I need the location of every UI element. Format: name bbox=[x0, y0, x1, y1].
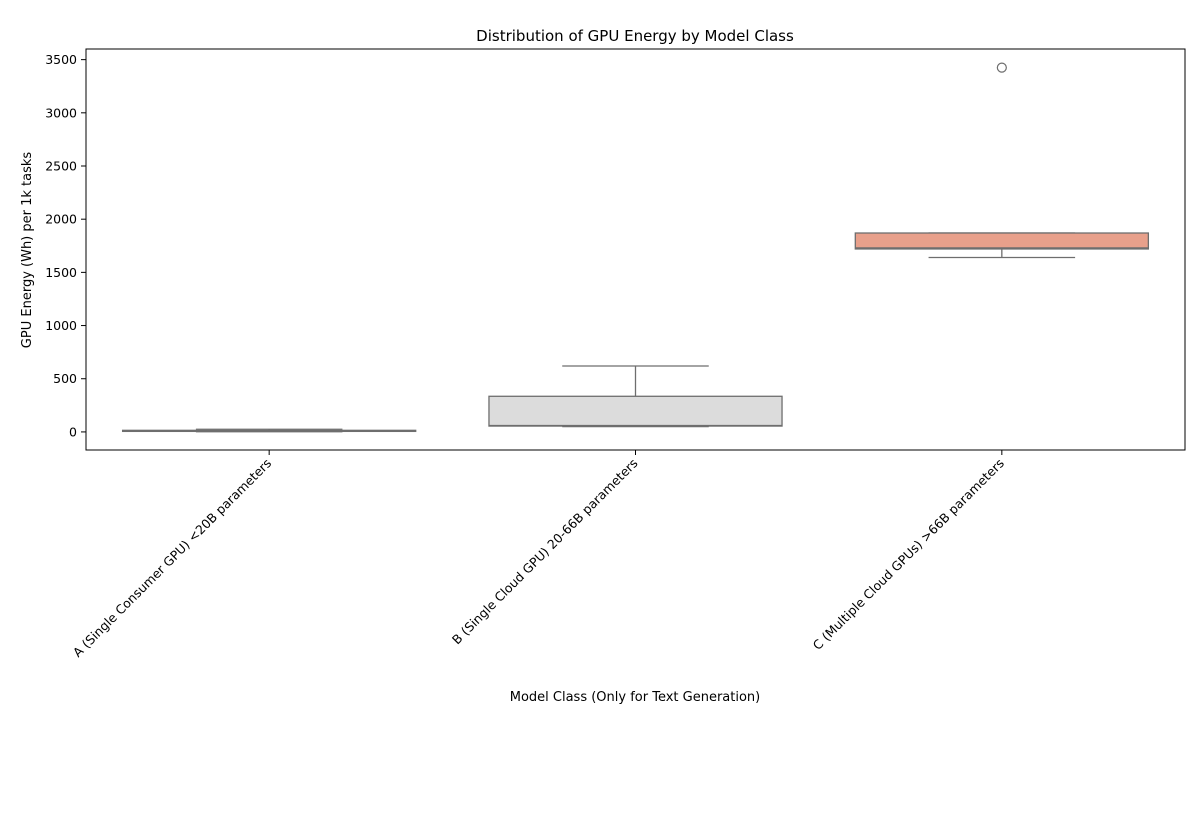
plot-area bbox=[121, 62, 1150, 433]
x-tick-label: A (Single Consumer GPU) <20B parameters bbox=[70, 456, 274, 660]
box-group bbox=[121, 428, 417, 433]
box-iqr bbox=[488, 395, 783, 427]
y-tick-label: 1500 bbox=[45, 265, 77, 280]
y-tick-label: 2500 bbox=[45, 159, 77, 174]
box-iqr bbox=[854, 232, 1150, 250]
y-axis-label: GPU Energy (Wh) per 1k tasks bbox=[20, 152, 35, 349]
outlier-point bbox=[996, 62, 1007, 73]
box-group bbox=[854, 62, 1150, 259]
y-tick-label: 2000 bbox=[45, 212, 77, 227]
x-tick-label: B (Single Cloud GPU) 20-66B parameters bbox=[449, 456, 641, 648]
y-tick-label: 0 bbox=[69, 424, 77, 439]
x-axis-label: Model Class (Only for Text Generation) bbox=[510, 690, 761, 705]
y-tick-label: 1000 bbox=[45, 318, 77, 333]
x-tick-label: C (Multiple Cloud GPUs) >66B parameters bbox=[810, 456, 1007, 653]
y-tick-label: 3000 bbox=[45, 105, 77, 120]
y-tick-label: 3500 bbox=[45, 52, 77, 67]
x-axis: A (Single Consumer GPU) <20B parameters B… bbox=[70, 450, 1007, 660]
chart-title: Distribution of GPU Energy by Model Clas… bbox=[476, 27, 794, 45]
box-group bbox=[488, 365, 783, 428]
y-axis: 0 500 1000 1500 2000 2500 3000 3500 bbox=[45, 52, 86, 439]
y-tick-label: 500 bbox=[53, 371, 77, 386]
